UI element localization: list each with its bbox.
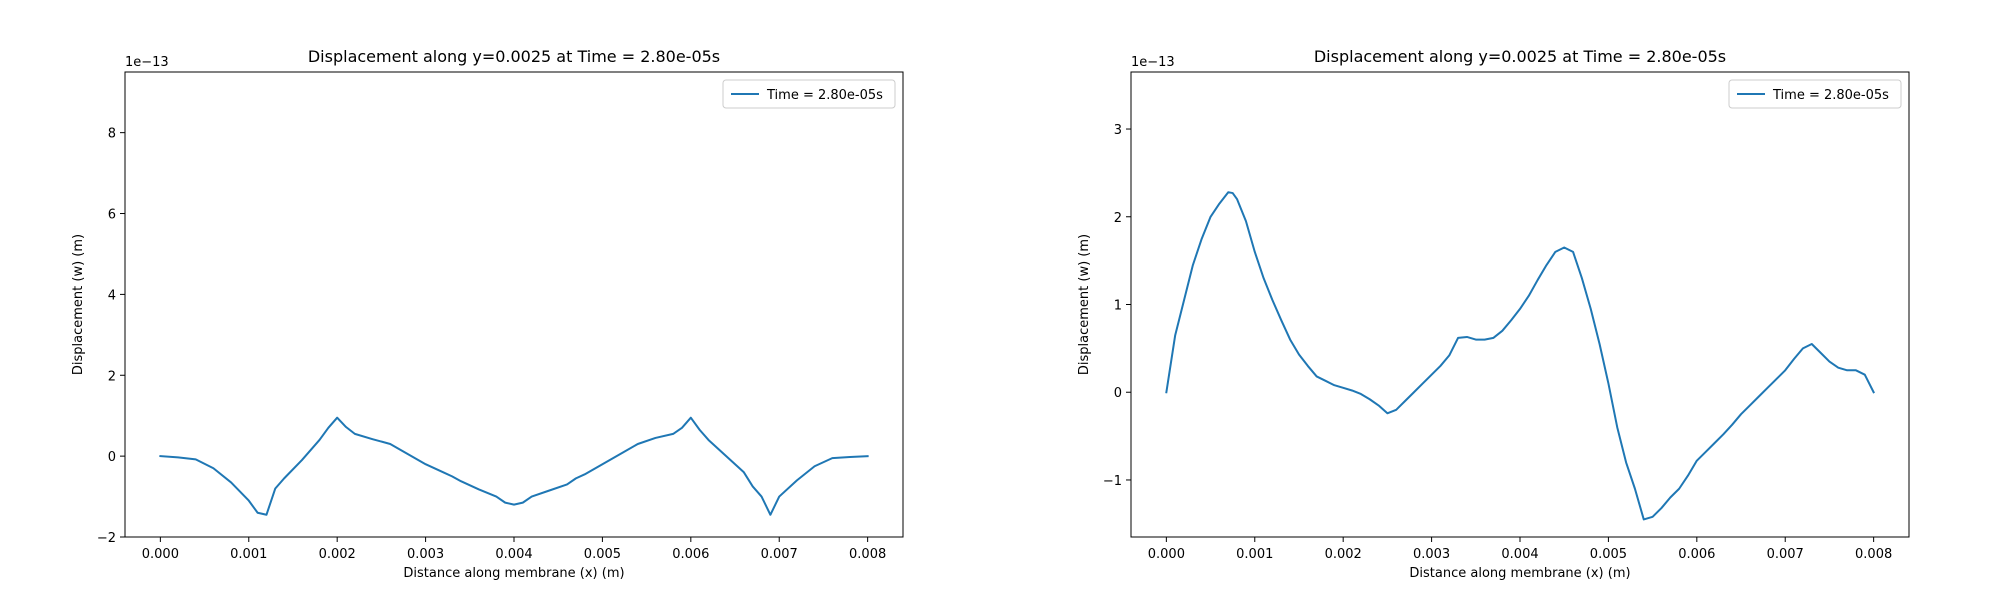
y-tick-label: 1: [1114, 299, 1122, 314]
x-tick-label: 0.003: [407, 547, 444, 562]
x-tick-label: 0.001: [1236, 547, 1273, 562]
x-tick-label: 0.000: [142, 547, 179, 562]
x-axis-label: Distance along membrane (x) (m): [403, 566, 624, 581]
y-tick-label: 3: [1114, 123, 1122, 138]
x-tick-label: 0.004: [1501, 547, 1538, 562]
series-line-0: [159, 416, 869, 516]
x-tick-label: 0.008: [849, 547, 886, 562]
x-tick-label: 0.008: [1855, 547, 1892, 562]
y-tick-label: −2: [97, 531, 116, 546]
chart-right: 0.000 0.001 0.002 0.003 0.004 0.005 0.006 0.007…: [1077, 47, 1910, 581]
x-tick-label: 0.006: [672, 547, 709, 562]
legend-entry: Time = 2.80e-05s: [766, 88, 883, 103]
y-tick-label: −1: [1103, 474, 1122, 489]
x-tick-label: 0.005: [584, 547, 621, 562]
y-tick-label: 8: [108, 127, 116, 142]
axes-frame: [124, 71, 904, 538]
x-tick-label: 0.007: [761, 547, 798, 562]
y-tick-label: 6: [108, 208, 116, 223]
x-tick-label: 0.005: [1590, 547, 1627, 562]
x-tick-label: 0.001: [230, 547, 267, 562]
chart-title: Displacement along y=0.0025 at Time = 2.…: [1314, 47, 1726, 66]
x-axis-label: Distance along membrane (x) (m): [1409, 566, 1630, 581]
y-tick-label: 4: [108, 288, 116, 303]
series-line-0: [1165, 191, 1875, 521]
y-offset-label: 1e−13: [1131, 55, 1175, 70]
y-tick-label: 0: [108, 450, 116, 465]
y-tick-label: 0: [1114, 386, 1122, 401]
y-tick-label: 2: [108, 369, 116, 384]
chart-title: Displacement along y=0.0025 at Time = 2.…: [308, 47, 720, 66]
x-tick-label: 0.000: [1148, 547, 1185, 562]
x-tick-label: 0.002: [1325, 547, 1362, 562]
x-tick-label: 0.006: [1678, 547, 1715, 562]
x-tick-label: 0.007: [1767, 547, 1804, 562]
x-tick-label: 0.003: [1413, 547, 1450, 562]
legend-box: [722, 79, 896, 109]
legend-box: [1728, 79, 1902, 109]
y-axis-label: Displacement (w) (m): [71, 234, 86, 375]
x-tick-label: 0.002: [319, 547, 356, 562]
legend-entry: Time = 2.80e-05s: [1772, 88, 1889, 103]
y-axis-label: Displacement (w) (m): [1077, 234, 1092, 375]
chart-left: 0.000 0.001 0.002 0.003 0.004 0.005 0.006 0.007…: [71, 47, 904, 581]
y-tick-label: 2: [1114, 211, 1122, 226]
y-offset-label: 1e−13: [125, 55, 169, 70]
axes-frame: [1130, 71, 1910, 538]
x-tick-label: 0.004: [495, 547, 532, 562]
